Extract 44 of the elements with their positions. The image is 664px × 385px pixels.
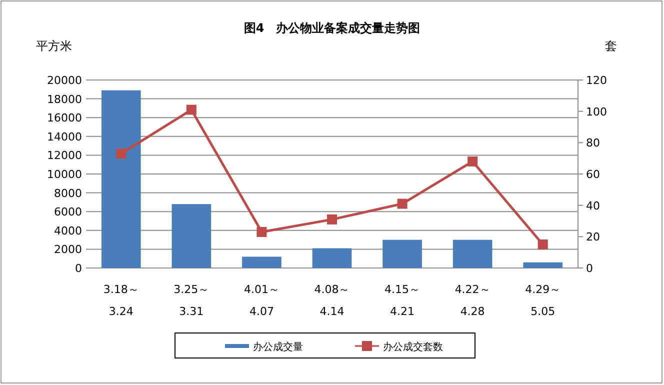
y-tick-label: 20000	[47, 74, 82, 87]
point	[186, 104, 196, 115]
y-axis-title: 平方米	[36, 39, 72, 53]
x-tick-label: 3.18～ 3.24	[103, 283, 139, 318]
y-tick-label: 14000	[47, 130, 82, 144]
y-tick-label: 12000	[47, 149, 82, 162]
x-tick-label: 3.25～ 3.31	[174, 283, 210, 318]
y2-tick-label: 60	[586, 168, 600, 181]
point	[327, 214, 337, 224]
bar	[523, 262, 563, 268]
y-tick-label: 0	[75, 262, 82, 275]
chart-title: 图4 办公物业备案成交量走势图	[244, 21, 420, 35]
bar	[242, 256, 282, 268]
y2-tick-label: 20	[586, 230, 600, 244]
x-tick-label: 4.15～ 4.21	[384, 283, 420, 318]
y-tick-label: 8000	[54, 186, 82, 200]
y2-axis-title: 套	[605, 39, 617, 53]
point	[468, 156, 478, 166]
y-tick-label: 18000	[47, 92, 82, 106]
y2-tick-label: 100	[586, 105, 607, 118]
y2-tick-label: 0	[586, 262, 593, 275]
legend-label: 办公成交套数	[383, 341, 443, 353]
y2-tick-label: 80	[586, 136, 600, 150]
y2-tick-label: 40	[586, 199, 600, 212]
y-tick-label: 6000	[54, 206, 82, 219]
legend-label: 办公成交量	[253, 341, 303, 353]
bar	[382, 240, 422, 268]
y-tick-label: 16000	[47, 112, 82, 125]
bar	[312, 248, 352, 268]
bar	[452, 240, 492, 268]
point	[256, 226, 267, 237]
y-tick-label: 2000	[54, 243, 82, 256]
x-tick-label: 4.29～ 5.05	[525, 283, 561, 318]
x-tick-label: 4.01～ 4.07	[244, 283, 280, 318]
y-tick-label: 10000	[47, 168, 82, 181]
bar	[101, 90, 141, 268]
point	[538, 240, 548, 250]
y2-tick-label: 120	[586, 74, 607, 87]
point	[116, 148, 126, 159]
bar	[172, 204, 212, 268]
x-tick-label: 4.22～ 4.28	[454, 283, 490, 318]
x-tick-label: 4.08～ 4.14	[314, 283, 350, 318]
y-tick-label: 4000	[54, 224, 82, 238]
point	[397, 198, 408, 209]
